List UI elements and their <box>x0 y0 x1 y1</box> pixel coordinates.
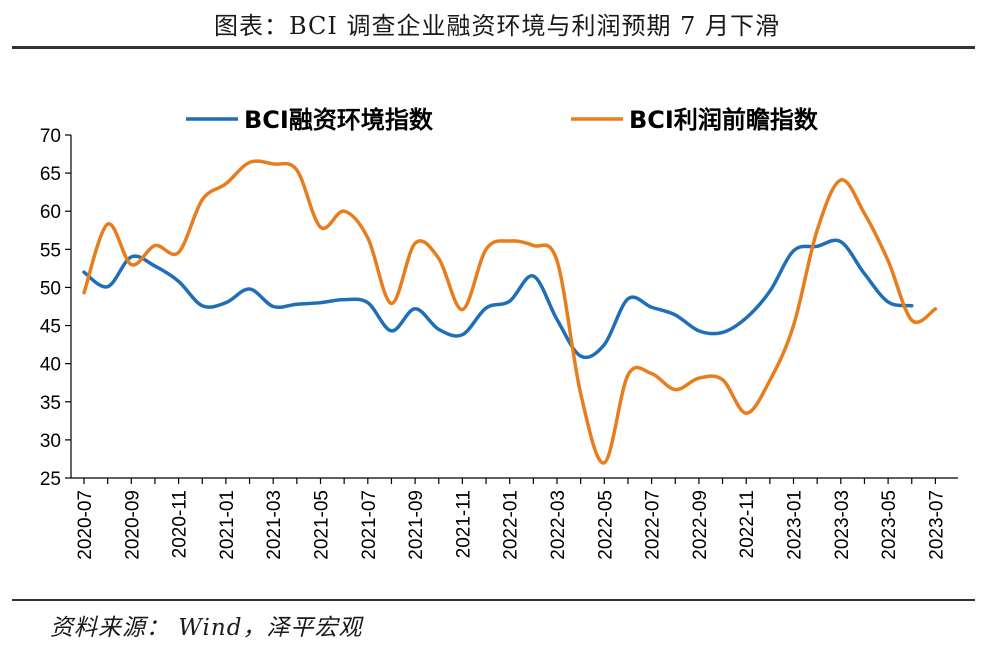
chart-title: 图表：BCI 调查企业融资环境与利润预期 7 月下滑 <box>213 12 781 40</box>
y-tick-label: 30 <box>40 431 61 452</box>
x-tick-label: 2022-07 <box>643 490 664 560</box>
y-tick-label: 55 <box>40 240 61 261</box>
y-tick-label: 60 <box>40 202 61 223</box>
x-tick-label: 2021-01 <box>217 490 238 560</box>
x-tick-label: 2023-01 <box>785 490 806 560</box>
y-tick-label: 50 <box>40 278 61 299</box>
x-tick-label: 2021-07 <box>359 490 380 560</box>
x-tick-label: 2021-05 <box>312 490 333 560</box>
y-tick-label: 70 <box>40 126 61 147</box>
axes: 25 30 35 40 45 50 55 60 65 70 2020-07 2020-09 2020-1… <box>40 126 958 560</box>
y-tick-label: 35 <box>40 393 61 414</box>
y-tick-label: 65 <box>40 164 61 185</box>
legend-label: BCI融资环境指数 <box>244 106 434 134</box>
bottom-rule <box>12 599 975 601</box>
x-tick-label: 2022-11 <box>737 490 758 558</box>
x-tick-label: 2021-03 <box>264 490 285 560</box>
x-tick-label: 2022-01 <box>501 490 522 560</box>
x-tick-label: 2020-07 <box>75 490 96 560</box>
x-tick-label: 2021-09 <box>406 490 427 560</box>
legend-label: BCI利润前瞻指数 <box>629 106 819 134</box>
y-tick-label: 25 <box>40 469 61 490</box>
series-line-profit <box>82 159 938 465</box>
y-tick-label: 40 <box>40 355 61 376</box>
series-lines <box>82 159 938 465</box>
x-tick-label: 2022-05 <box>595 490 616 560</box>
x-tick-label: 2023-05 <box>879 490 900 560</box>
x-tick-label: 2022-09 <box>690 490 711 560</box>
x-tick-label: 2022-03 <box>548 490 569 560</box>
series-line-financing <box>82 238 914 360</box>
x-tick-label: 2021-11 <box>453 490 474 558</box>
x-tick-label: 2020-09 <box>122 490 143 560</box>
top-rule <box>12 46 975 49</box>
x-tick-label: 2023-03 <box>832 490 853 560</box>
y-tick-label: 45 <box>40 317 61 338</box>
legend: BCI融资环境指数 BCI利润前瞻指数 <box>186 106 819 134</box>
x-tick-label: 2020-11 <box>170 490 191 558</box>
source-note: 资料来源： Wind，泽平宏观 <box>50 615 363 641</box>
x-tick-label: 2023-07 <box>926 490 947 560</box>
